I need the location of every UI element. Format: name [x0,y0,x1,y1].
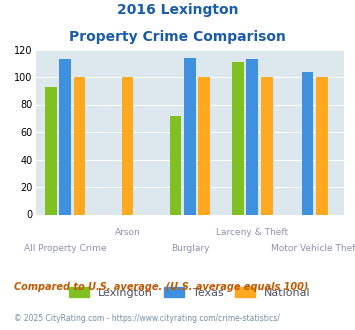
Bar [73,77,86,214]
Bar [316,77,328,214]
Text: Arson: Arson [115,228,140,237]
Bar [45,86,56,214]
Bar [184,58,196,214]
Legend: Lexington, Texas, National: Lexington, Texas, National [66,284,314,301]
Text: All Property Crime: All Property Crime [24,244,106,253]
Text: Burglary: Burglary [171,244,209,253]
Bar [170,115,181,214]
Text: © 2025 CityRating.com - https://www.cityrating.com/crime-statistics/: © 2025 CityRating.com - https://www.city… [14,314,280,323]
Bar [121,77,133,214]
Text: Motor Vehicle Theft: Motor Vehicle Theft [271,244,355,253]
Text: Compared to U.S. average. (U.S. average equals 100): Compared to U.S. average. (U.S. average … [14,282,308,292]
Text: 2016 Lexington: 2016 Lexington [117,3,238,17]
Bar [232,62,244,214]
Bar [198,77,210,214]
Text: Property Crime Comparison: Property Crime Comparison [69,30,286,44]
Text: Larceny & Theft: Larceny & Theft [216,228,288,237]
Bar [261,77,273,214]
Bar [302,72,313,214]
Bar [59,59,71,214]
Bar [246,59,258,214]
